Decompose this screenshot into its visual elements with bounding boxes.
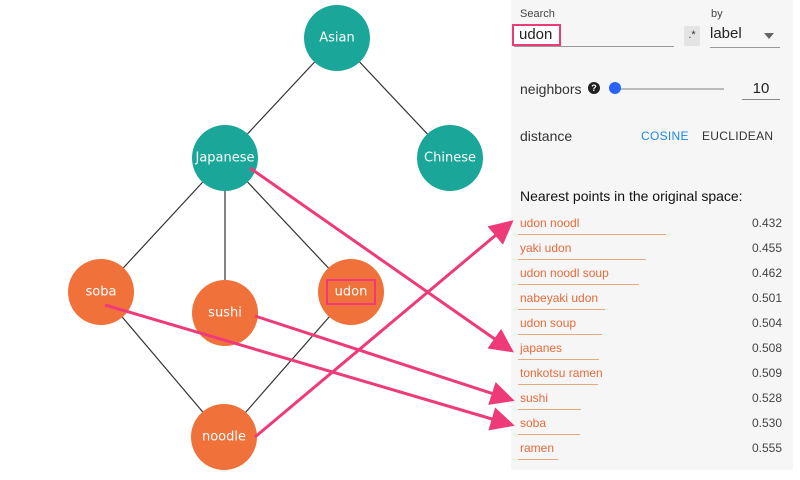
node-label-noodle: noodle — [202, 430, 246, 445]
nearest-point-bar — [518, 234, 666, 235]
distance-cosine-button[interactable]: COSINE — [641, 129, 689, 143]
nearest-point-bar — [518, 359, 599, 360]
nearest-point-name: japanes — [520, 341, 563, 355]
nearest-point-row[interactable]: nabeyaki udon 0.501 — [518, 287, 782, 312]
nearest-point-name: udon noodl soup — [520, 266, 609, 280]
by-select[interactable]: label — [710, 25, 780, 48]
node-label-chinese: Chinese — [424, 151, 476, 166]
nearest-point-name: sushi — [520, 391, 549, 405]
nearest-point-distance: 0.555 — [751, 441, 782, 455]
nearest-point-distance: 0.432 — [751, 216, 782, 230]
search-highlight — [512, 24, 561, 46]
graph-nodes: Asian Japanese Chinese soba sushi udon noodle — [68, 5, 483, 470]
nearest-point-name: udon noodl — [520, 216, 580, 230]
node-noodle[interactable]: noodle — [191, 404, 257, 470]
nearest-point-row[interactable]: tonkotsu ramen 0.509 — [518, 362, 782, 387]
node-label-udon: udon — [335, 285, 368, 300]
nearest-point-row[interactable]: japanes 0.508 — [518, 337, 782, 362]
search-underline — [514, 46, 674, 47]
nearest-point-row[interactable]: yaki udon 0.455 — [518, 237, 782, 262]
nearest-points-title: Nearest points in the original space: — [520, 188, 743, 204]
nearest-point-distance: 0.504 — [751, 316, 782, 330]
nearest-point-name: udon soup — [520, 316, 577, 330]
help-icon[interactable]: ? — [588, 82, 600, 94]
neighbors-slider-thumb[interactable] — [609, 82, 621, 94]
node-udon[interactable]: udon — [318, 259, 384, 325]
distance-euclidean-button[interactable]: EUCLIDEAN — [702, 129, 774, 143]
nearest-point-row[interactable]: ramen 0.555 — [518, 437, 782, 462]
node-asian[interactable]: Asian — [304, 5, 370, 71]
node-label-japanese: Japanese — [194, 151, 254, 166]
nearest-point-name: ramen — [520, 441, 555, 455]
nearest-point-bar — [518, 409, 582, 410]
node-circle-japanese — [192, 125, 258, 191]
nearest-point-bar — [518, 284, 640, 285]
nearest-point-row[interactable]: udon soup 0.504 — [518, 312, 782, 337]
nearest-point-row[interactable]: soba 0.530 — [518, 412, 782, 437]
nearest-point-bar — [518, 384, 599, 385]
node-label-sushi: sushi — [208, 306, 242, 321]
nearest-point-distance: 0.508 — [751, 341, 782, 355]
node-chinese[interactable]: Chinese — [417, 125, 483, 191]
nearest-point-name: soba — [520, 416, 547, 430]
nearest-point-name: tonkotsu ramen — [520, 366, 603, 380]
nearest-point-row[interactable]: sushi 0.528 — [518, 387, 782, 412]
node-circle-asian — [304, 5, 370, 71]
distance-label: distance — [520, 128, 573, 144]
nearest-point-bar — [518, 309, 606, 310]
nearest-point-row[interactable]: udon noodl soup 0.462 — [518, 262, 782, 287]
nearest-point-distance: 0.462 — [751, 266, 782, 280]
nearest-points-list: udon noodl 0.432 yaki udon 0.455 udon noodl … — [518, 212, 782, 462]
by-select-value: label — [710, 25, 742, 42]
neighbors-value-input[interactable]: 10 — [742, 80, 780, 100]
embedding-panel — [511, 0, 793, 470]
graph-edges — [100, 37, 451, 438]
chevron-down-icon — [764, 33, 774, 39]
nearest-point-bar — [518, 259, 646, 260]
nearest-point-bar — [518, 434, 580, 435]
search-label: Search — [520, 8, 555, 20]
node-label-asian: Asian — [319, 31, 354, 46]
by-label: by — [711, 8, 723, 20]
nearest-point-row[interactable]: udon noodl 0.432 — [518, 212, 782, 237]
nearest-point-distance: 0.501 — [751, 291, 782, 305]
node-sushi[interactable]: sushi — [192, 280, 258, 346]
nearest-point-name: nabeyaki udon — [520, 291, 599, 305]
nearest-point-bar — [518, 459, 558, 460]
node-japanese[interactable]: Japanese — [192, 125, 258, 191]
nearest-point-distance: 0.530 — [751, 416, 782, 430]
search-input[interactable]: udon — [519, 26, 553, 43]
nearest-point-name: yaki udon — [520, 241, 572, 255]
nearest-point-bar — [518, 334, 603, 335]
regex-toggle-button[interactable]: .* — [684, 26, 700, 46]
nearest-point-distance: 0.528 — [751, 391, 782, 405]
nearest-point-distance: 0.509 — [751, 366, 782, 380]
node-soba[interactable]: soba — [68, 259, 134, 325]
neighbors-slider-track[interactable] — [616, 88, 724, 90]
neighbors-label: neighbors — [520, 81, 582, 97]
node-label-soba: soba — [86, 285, 117, 300]
nearest-point-distance: 0.455 — [751, 241, 782, 255]
